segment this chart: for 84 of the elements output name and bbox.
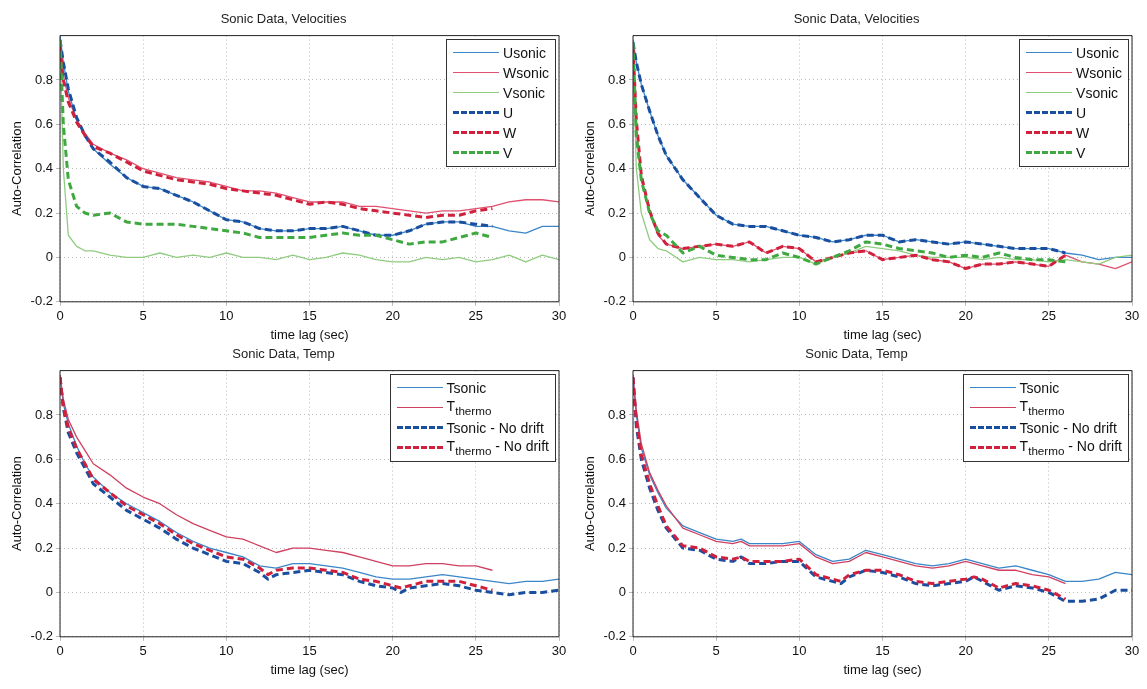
x-tick-label: 15 xyxy=(875,643,890,659)
y-tick-label: 0.2 xyxy=(34,539,53,555)
y-tick-label: 0.6 xyxy=(34,115,53,131)
y-tick-label: 0.4 xyxy=(607,495,626,511)
x-tick-label: 5 xyxy=(139,308,147,324)
x-tick-label: 20 xyxy=(385,308,400,324)
legend-label: Tsonic xyxy=(1019,379,1060,396)
legend-label: Usonic xyxy=(503,44,546,61)
x-tick-label: 10 xyxy=(792,308,807,324)
x-tick-label: 25 xyxy=(468,308,484,324)
legend-label: T$_{thermo}$ - No drift xyxy=(446,438,549,457)
y-axis-title: Auto-Correlation xyxy=(582,121,598,217)
legend-label: Vsonic xyxy=(503,84,546,101)
legend-label: U xyxy=(1076,104,1087,121)
x-tick-label: 30 xyxy=(551,308,567,324)
y-tick-label: 0.2 xyxy=(34,204,53,220)
x-tick-label: 10 xyxy=(792,643,807,659)
x-tick-label: 30 xyxy=(551,643,567,659)
y-tick-label: -0.2 xyxy=(603,628,626,644)
x-tick-label: 5 xyxy=(712,308,720,324)
x-axis-title: time lag (sec) xyxy=(843,661,922,677)
y-tick-label: 0 xyxy=(618,584,626,600)
legend-label: Vsonic xyxy=(1076,84,1119,101)
x-tick-label: 0 xyxy=(629,308,637,324)
chart-title: Sonic Data, Temp xyxy=(805,346,908,362)
y-tick-label: 0 xyxy=(45,249,53,265)
legend-label: Wsonic xyxy=(1076,64,1122,81)
legend-label: Wsonic xyxy=(503,64,549,81)
x-tick-label: 15 xyxy=(302,308,317,324)
legend-label: T$_{thermo}$ - No drift xyxy=(1019,438,1122,457)
x-tick-label: 25 xyxy=(468,643,484,659)
y-tick-label: 0 xyxy=(618,249,626,265)
y-tick-label: 0 xyxy=(45,584,53,600)
x-tick-label: 20 xyxy=(385,643,400,659)
x-tick-label: 25 xyxy=(1041,308,1057,324)
x-tick-label: 25 xyxy=(1041,643,1057,659)
y-tick-label: 0.4 xyxy=(607,160,626,176)
x-tick-label: 0 xyxy=(56,643,64,659)
legend-label: T$_{thermo}$ xyxy=(1019,398,1065,417)
y-axis-title: Auto-Correlation xyxy=(9,456,25,552)
x-tick-label: 15 xyxy=(875,308,890,324)
x-axis-title: time lag (sec) xyxy=(270,326,349,342)
y-axis-title: Auto-Correlation xyxy=(9,121,25,217)
x-tick-label: 20 xyxy=(958,643,973,659)
x-axis-title: time lag (sec) xyxy=(843,326,922,342)
x-tick-label: 5 xyxy=(712,643,720,659)
legend-label: T$_{thermo}$ xyxy=(446,398,492,417)
legend-label: Usonic xyxy=(1076,44,1119,61)
legend-label: Tsonic xyxy=(446,379,487,396)
y-tick-label: 0.8 xyxy=(607,406,626,422)
legend-label: Tsonic - No drift xyxy=(1019,419,1117,436)
y-axis-title: Auto-Correlation xyxy=(582,456,598,552)
y-tick-label: 0.8 xyxy=(34,71,53,87)
y-tick-label: 0.4 xyxy=(34,495,53,511)
chart-title: Sonic Data, Velocities xyxy=(220,11,347,27)
legend-label: W xyxy=(503,124,517,141)
legend-label: U xyxy=(503,104,514,121)
y-tick-label: -0.2 xyxy=(30,628,53,644)
y-tick-label: -0.2 xyxy=(603,293,626,309)
y-tick-label: 0.6 xyxy=(607,115,626,131)
x-tick-label: 10 xyxy=(219,308,234,324)
x-tick-label: 5 xyxy=(139,643,147,659)
y-tick-label: 0.6 xyxy=(34,450,53,466)
x-tick-label: 15 xyxy=(302,643,317,659)
y-tick-label: 0.2 xyxy=(607,204,626,220)
legend-label: V xyxy=(503,144,513,161)
x-tick-label: 0 xyxy=(56,308,64,324)
y-tick-label: -0.2 xyxy=(30,293,53,309)
legend-label: Tsonic - No drift xyxy=(446,419,544,436)
y-tick-label: 0.4 xyxy=(34,160,53,176)
y-tick-label: 0.8 xyxy=(34,406,53,422)
y-tick-label: 0.8 xyxy=(607,71,626,87)
x-tick-label: 10 xyxy=(219,643,234,659)
y-tick-label: 0.6 xyxy=(607,450,626,466)
chart-title: Sonic Data, Temp xyxy=(232,346,335,362)
x-tick-label: 30 xyxy=(1124,308,1140,324)
x-tick-label: 20 xyxy=(958,308,973,324)
legend-label: V xyxy=(1076,144,1086,161)
x-tick-label: 0 xyxy=(629,643,637,659)
legend-label: W xyxy=(1076,124,1090,141)
y-tick-label: 0.2 xyxy=(607,539,626,555)
x-axis-title: time lag (sec) xyxy=(270,661,349,677)
x-tick-label: 30 xyxy=(1124,643,1140,659)
chart-title: Sonic Data, Velocities xyxy=(793,11,920,27)
